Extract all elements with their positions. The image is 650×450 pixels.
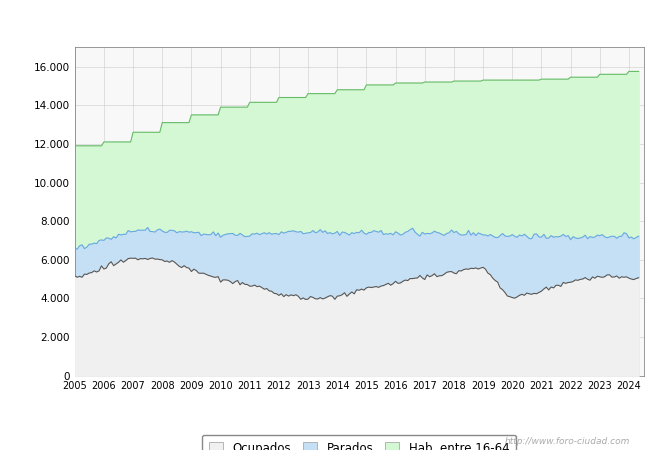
Text: Mairena del Alcor - Evolucion de la poblacion en edad de Trabajar Mayo de 2024: Mairena del Alcor - Evolucion de la pobl…	[73, 13, 577, 26]
Legend: Ocupados, Parados, Hab. entre 16-64: Ocupados, Parados, Hab. entre 16-64	[202, 435, 517, 450]
Text: http://www.foro-ciudad.com: http://www.foro-ciudad.com	[505, 436, 630, 446]
